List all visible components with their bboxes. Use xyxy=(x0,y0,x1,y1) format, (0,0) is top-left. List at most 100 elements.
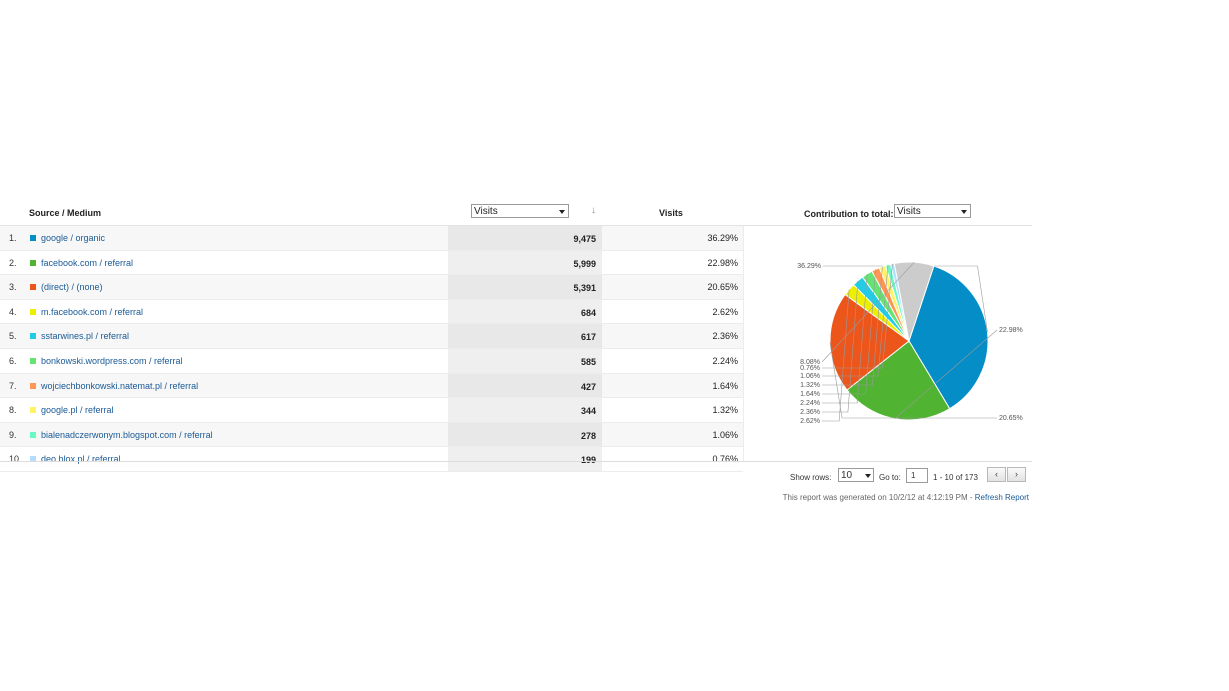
series-color-swatch xyxy=(30,431,36,438)
metric-select-value: Visits xyxy=(474,206,498,217)
visits-percent: 36.29% xyxy=(707,233,738,243)
chevron-right-icon: › xyxy=(1015,469,1018,479)
chevron-left-icon: ‹ xyxy=(995,469,998,479)
source-medium-link[interactable]: sstarwines.pl / referral xyxy=(41,331,130,342)
source-medium-link[interactable]: m.facebook.com / referral xyxy=(41,306,144,317)
row-number: 10. xyxy=(9,454,22,465)
visits-value: 344 xyxy=(580,406,596,417)
visits-cell: 5,999 xyxy=(448,250,602,275)
pie-leader-line xyxy=(822,264,889,377)
visits-value: 585 xyxy=(580,356,596,367)
table-row: 9. bialenadczerwonym.blogspot.com / refer… xyxy=(0,422,743,448)
pie-slice-label: 2.24% xyxy=(800,400,820,407)
pie-slice-label: 1.32% xyxy=(800,382,820,389)
visits-value: 9,475 xyxy=(573,234,596,244)
visits-cell: 9,475 xyxy=(448,226,602,250)
pie-slice-label: 2.36% xyxy=(800,409,820,416)
visits-percent: 20.65% xyxy=(707,282,738,293)
row-number: 2. xyxy=(9,257,17,268)
show-rows-label: Show rows: xyxy=(790,473,832,482)
sort-descending-icon[interactable]: ↓ xyxy=(591,205,596,216)
source-medium-link[interactable]: (direct) / (none) xyxy=(41,282,103,293)
pie-leader-line xyxy=(822,266,883,386)
table-divider xyxy=(0,461,1032,462)
visits-percent: 1.06% xyxy=(712,429,738,440)
source-medium-header[interactable]: Source / Medium xyxy=(29,208,102,218)
pie-slice-label: 1.64% xyxy=(800,391,820,398)
rows-per-page-value: 10 xyxy=(841,470,853,481)
previous-page-button[interactable]: ‹ xyxy=(987,467,1006,482)
visits-percent: 2.24% xyxy=(712,355,738,366)
pie-slice-label: 1.06% xyxy=(800,373,820,380)
source-medium-link[interactable]: google.pl / referral xyxy=(41,405,114,416)
pie-leader-line xyxy=(822,269,876,395)
table-row: 5. sstarwines.pl / referral 617 2.36% xyxy=(0,324,743,349)
row-number: 1. xyxy=(9,233,17,243)
visits-percent: 2.36% xyxy=(712,331,738,342)
table-row: 4. m.facebook.com / referral 684 2.62% xyxy=(0,299,743,325)
series-color-swatch xyxy=(30,382,36,389)
source-medium-link[interactable]: google / organic xyxy=(41,233,106,243)
table-row: 6. bonkowski.wordpress.com / referral 585 2… xyxy=(0,348,743,374)
series-color-swatch xyxy=(30,333,36,340)
next-page-button[interactable]: › xyxy=(1007,467,1026,482)
source-medium-link[interactable]: facebook.com / referral xyxy=(41,257,134,268)
visits-cell: 427 xyxy=(448,373,602,398)
contribution-pie-chart: 36.29% 22.98% 20.65% 2.62% 2.36% 2.24% 1.64% 1.… xyxy=(743,226,1033,462)
visits-cell: 344 xyxy=(448,398,602,422)
pie-leader-line xyxy=(822,263,893,369)
contribution-select[interactable]: Visits xyxy=(894,204,971,218)
metric-select[interactable]: Visits xyxy=(471,204,569,218)
pie-slice-label: 0.76% xyxy=(800,365,820,372)
report-footer: This report was generated on 10/2/12 at … xyxy=(0,493,1029,502)
visits-cell: 684 xyxy=(448,299,602,324)
visits-value: 617 xyxy=(580,332,596,343)
source-medium-link[interactable]: bonkowski.wordpress.com / referral xyxy=(41,355,183,366)
visits-cell: 617 xyxy=(448,324,602,348)
table-row: 10. deo.blox.pl / referral 199 0.76% xyxy=(0,447,743,472)
table-header: Source / Medium Visits ↓ Visits Contribu… xyxy=(0,198,1032,226)
row-number: 4. xyxy=(9,306,17,317)
visits-percent: 1.32% xyxy=(712,405,738,416)
visits-cell: 199 xyxy=(448,447,602,471)
row-number: 8. xyxy=(9,405,17,416)
row-number: 3. xyxy=(9,282,17,293)
series-color-swatch xyxy=(30,407,36,414)
visits-percent: 22.98% xyxy=(707,257,738,268)
source-medium-link[interactable]: deo.blox.pl / referral xyxy=(41,454,121,465)
source-medium-link[interactable]: bialenadczerwonym.blogspot.com / referra… xyxy=(41,429,213,440)
visits-value: 5,999 xyxy=(573,258,596,269)
table-rows: 1. google / organic 9,475 36.29% 2. facebook.… xyxy=(0,226,743,472)
pie-leader-line xyxy=(823,265,988,333)
pie-slice-label: 2.62% xyxy=(800,418,820,425)
series-color-swatch xyxy=(30,235,36,241)
pie-leader-line xyxy=(821,261,915,363)
dropdown-arrow-icon xyxy=(559,210,565,214)
series-color-swatch xyxy=(30,308,36,315)
pie-chart-svg: 36.29% 22.98% 20.65% 2.62% 2.36% 2.24% 1.64% 1.… xyxy=(797,261,1023,425)
visits-percent: 1.64% xyxy=(712,380,738,391)
pie-leader-line xyxy=(822,280,859,413)
table-row: 8. google.pl / referral 344 1.32% xyxy=(0,398,743,423)
source-medium-link[interactable]: wojciechbonkowski.natemat.pl / referral xyxy=(41,380,199,391)
visits-percent: 0.76% xyxy=(712,454,738,465)
table-row: 1. google / organic 9,475 36.29% xyxy=(0,226,743,251)
visits-value: 199 xyxy=(581,455,596,465)
series-color-swatch xyxy=(30,259,36,266)
visits-value: 278 xyxy=(580,430,596,441)
table-row: 7. wojciechbonkowski.natemat.pl / referra… xyxy=(0,373,743,399)
visits-value: 427 xyxy=(580,381,596,392)
visits-cell: 585 xyxy=(448,348,602,373)
goto-input[interactable]: 1 xyxy=(906,468,928,483)
refresh-report-link[interactable]: Refresh Report xyxy=(974,493,1029,502)
pie-leader-line xyxy=(829,342,997,419)
visits-value: 5,391 xyxy=(573,283,596,294)
rows-per-page-select[interactable]: 10 xyxy=(838,468,874,482)
row-number: 6. xyxy=(9,355,17,366)
pie-slice-label: 36.29% xyxy=(797,263,821,270)
row-number: 7. xyxy=(9,380,17,391)
series-color-swatch xyxy=(30,284,36,291)
visits-column-header[interactable]: Visits xyxy=(659,208,683,218)
visits-cell: 5,391 xyxy=(448,275,602,299)
pie-slice-label: 22.98% xyxy=(999,327,1023,334)
